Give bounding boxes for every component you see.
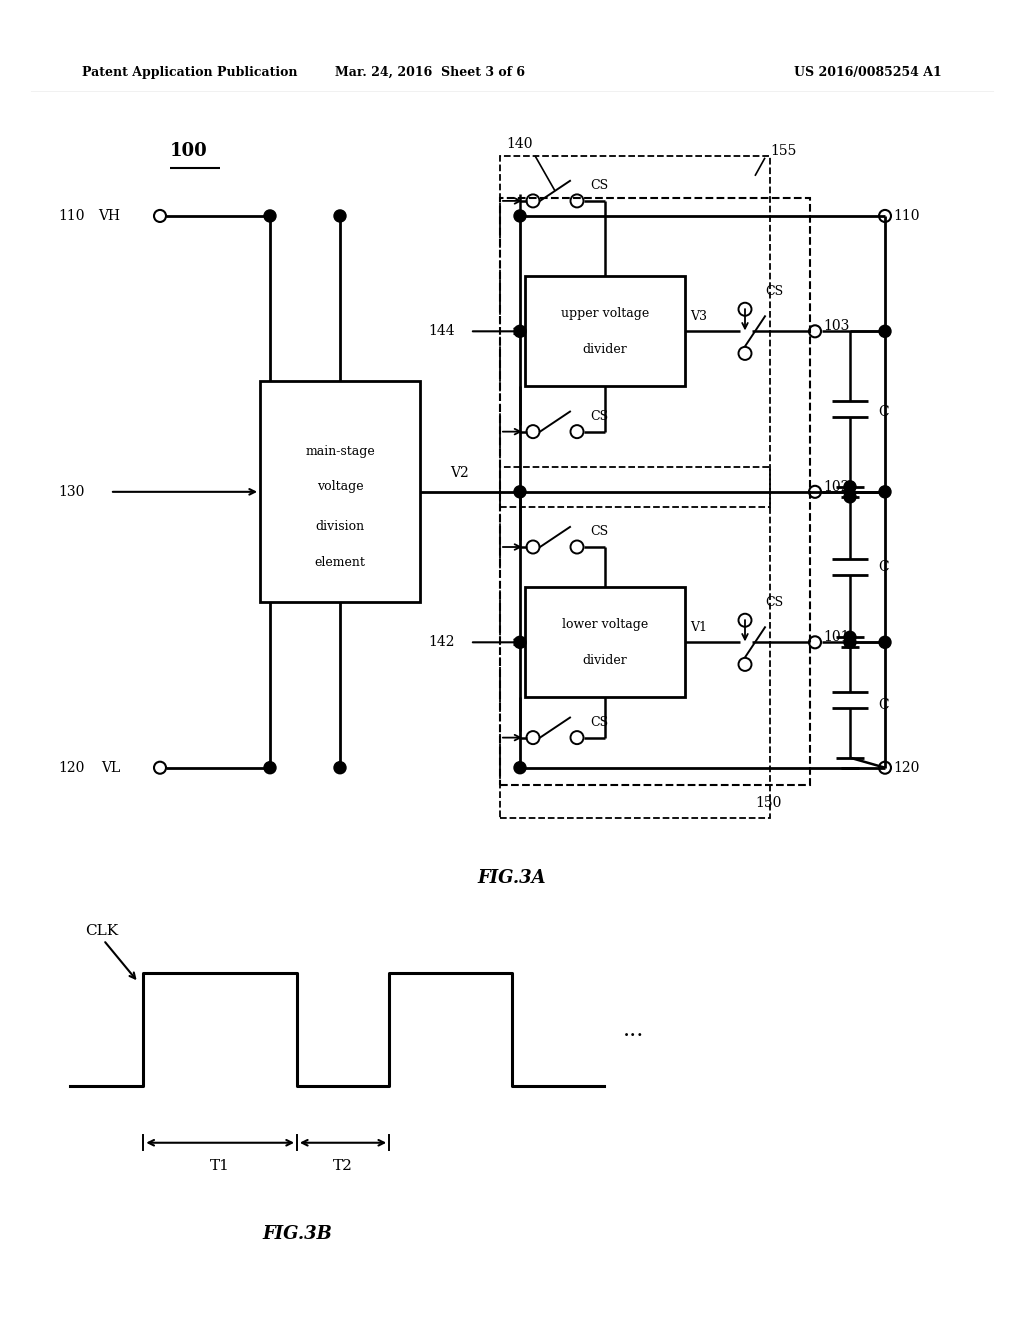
Text: 142: 142 bbox=[428, 635, 455, 649]
Text: V2: V2 bbox=[450, 466, 469, 479]
Text: 120: 120 bbox=[893, 760, 920, 775]
Text: divider: divider bbox=[583, 653, 628, 667]
Text: 110: 110 bbox=[58, 209, 85, 223]
Text: 140: 140 bbox=[507, 137, 534, 150]
Text: FIG.3B: FIG.3B bbox=[262, 1225, 332, 1243]
Text: CS: CS bbox=[765, 595, 783, 609]
Circle shape bbox=[879, 325, 891, 338]
Circle shape bbox=[514, 486, 526, 498]
Text: US 2016/0085254 A1: US 2016/0085254 A1 bbox=[795, 66, 942, 79]
Text: 155: 155 bbox=[770, 144, 797, 158]
Text: V3: V3 bbox=[690, 310, 707, 323]
Circle shape bbox=[844, 631, 856, 643]
Text: T1: T1 bbox=[210, 1159, 230, 1173]
Bar bbox=[500, 156, 770, 507]
Circle shape bbox=[514, 762, 526, 774]
Circle shape bbox=[844, 636, 856, 648]
Circle shape bbox=[514, 210, 526, 222]
Circle shape bbox=[334, 762, 346, 774]
Bar bbox=[500, 467, 770, 818]
Text: 101: 101 bbox=[823, 630, 850, 644]
Text: element: element bbox=[314, 556, 366, 569]
Text: voltage: voltage bbox=[316, 480, 364, 494]
Text: C: C bbox=[878, 560, 889, 574]
Text: 110: 110 bbox=[893, 209, 920, 223]
Text: main-stage: main-stage bbox=[305, 445, 375, 458]
Text: divider: divider bbox=[583, 343, 628, 356]
Text: C: C bbox=[878, 698, 889, 711]
Text: upper voltage: upper voltage bbox=[561, 306, 649, 319]
Text: 120: 120 bbox=[58, 760, 85, 775]
Bar bbox=[260, 381, 420, 602]
Text: CS: CS bbox=[590, 411, 608, 424]
Circle shape bbox=[879, 486, 891, 498]
Text: CS: CS bbox=[590, 180, 608, 193]
Text: lower voltage: lower voltage bbox=[562, 618, 648, 631]
Circle shape bbox=[334, 210, 346, 222]
Text: CLK: CLK bbox=[85, 924, 118, 937]
Text: Mar. 24, 2016  Sheet 3 of 6: Mar. 24, 2016 Sheet 3 of 6 bbox=[335, 66, 525, 79]
Text: 150: 150 bbox=[755, 796, 781, 810]
Text: 102: 102 bbox=[823, 479, 849, 494]
Text: division: division bbox=[315, 520, 365, 533]
Bar bbox=[500, 198, 810, 785]
Text: FIG.3A: FIG.3A bbox=[477, 869, 547, 887]
Text: C: C bbox=[878, 404, 889, 418]
Text: CS: CS bbox=[590, 525, 608, 539]
Circle shape bbox=[879, 636, 891, 648]
Text: VH: VH bbox=[98, 209, 120, 223]
Text: Patent Application Publication: Patent Application Publication bbox=[82, 66, 297, 79]
Text: 100: 100 bbox=[170, 141, 208, 160]
Circle shape bbox=[844, 491, 856, 503]
Circle shape bbox=[844, 480, 856, 492]
Text: CS: CS bbox=[765, 285, 783, 298]
Text: 144: 144 bbox=[428, 325, 455, 338]
Circle shape bbox=[514, 636, 526, 648]
Text: ...: ... bbox=[623, 1019, 644, 1040]
Text: CS: CS bbox=[590, 715, 608, 729]
Bar bbox=[525, 276, 685, 387]
Text: V1: V1 bbox=[690, 622, 707, 635]
Circle shape bbox=[264, 762, 276, 774]
Text: VL: VL bbox=[100, 760, 120, 775]
Circle shape bbox=[514, 325, 526, 338]
Circle shape bbox=[264, 210, 276, 222]
Bar bbox=[525, 587, 685, 697]
Text: T2: T2 bbox=[333, 1159, 353, 1173]
Text: 103: 103 bbox=[823, 319, 849, 334]
Text: 130: 130 bbox=[58, 484, 85, 499]
